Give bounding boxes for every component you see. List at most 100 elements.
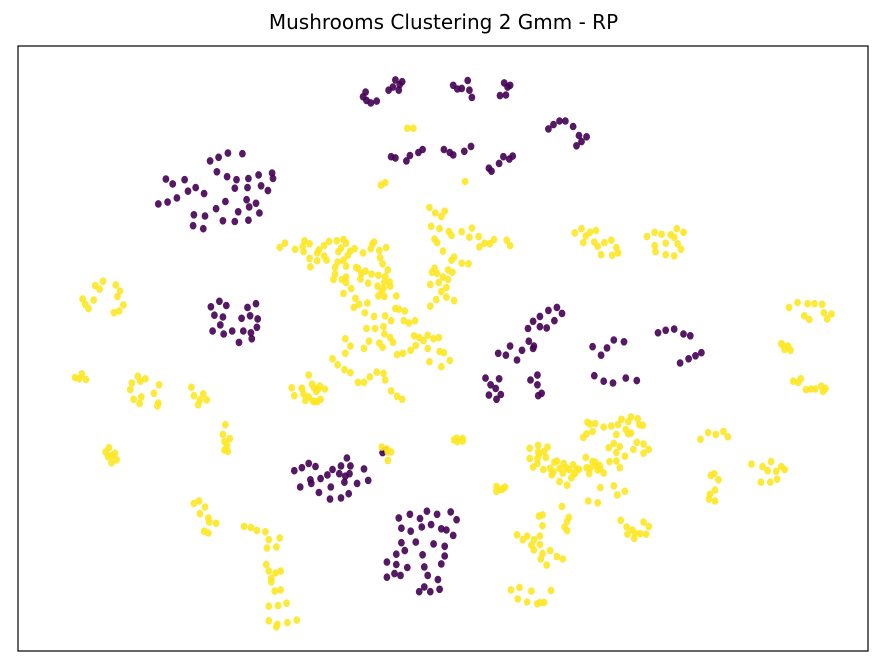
scatter-point-cluster-0 [468,93,476,102]
scatter-point-cluster-1 [436,224,443,233]
scatter-point-cluster-0 [239,327,247,335]
chart-title: Mushrooms Clustering 2 Gmm - RP [268,10,619,34]
scatter-point-cluster-1 [111,449,119,458]
scatter-point-cluster-1 [341,349,349,358]
scatter-point-cluster-1 [203,396,211,404]
scatter-point-cluster-1 [330,275,337,284]
scatter-point-cluster-1 [454,437,461,446]
scatter-point-cluster-0 [458,84,466,93]
scatter-point-cluster-0 [245,203,253,211]
scatter-point-cluster-0 [513,356,521,364]
scatter-point-cluster-1 [539,465,547,474]
scatter-point-cluster-1 [503,236,511,244]
scatter-point-cluster-0 [550,120,557,129]
scatter-point-cluster-1 [409,124,417,133]
scatter-point-cluster-0 [212,204,220,213]
scatter-point-cluster-0 [440,145,448,154]
scatter-point-cluster-1 [823,315,831,323]
scatter-point-cluster-1 [329,355,336,363]
scatter-point-cluster-1 [99,277,107,286]
scatter-point-cluster-0 [534,381,541,389]
scatter-point-cluster-0 [238,314,246,323]
scatter-point-cluster-0 [509,152,517,160]
scatter-point-cluster-1 [757,478,765,487]
scatter-point-cluster-1 [361,309,369,317]
scatter-point-cluster-1 [407,346,415,355]
scatter-point-cluster-1 [338,275,346,284]
scatter-point-cluster-0 [680,330,687,338]
scatter-point-cluster-1 [601,238,608,247]
scatter-point-cluster-1 [642,530,650,538]
scatter-point-cluster-1 [556,477,563,486]
scatter-point-cluster-1 [767,457,775,466]
scatter-point-cluster-1 [347,368,354,377]
scatter-point-cluster-1 [446,356,454,365]
scatter-point-cluster-0 [407,527,415,535]
scatter-point-cluster-1 [347,342,354,350]
scatter-point-cluster-0 [231,184,239,192]
scatter-point-cluster-1 [379,260,386,268]
scatter-point-cluster-1 [670,233,678,241]
scatter-point-cluster-1 [201,503,209,511]
scatter-point-cluster-1 [199,390,207,398]
scatter-point-cluster-1 [412,341,420,350]
scatter-point-cluster-0 [597,351,605,360]
scatter-point-cluster-1 [262,528,269,536]
scatter-point-cluster-0 [347,462,354,470]
scatter-point-cluster-1 [651,228,659,237]
scatter-point-cluster-1 [670,252,678,260]
scatter-point-cluster-1 [710,469,718,478]
scatter-point-cluster-1 [623,523,630,531]
scatter-point-cluster-1 [534,454,541,463]
scatter-point-cluster-0 [401,546,409,555]
scatter-point-cluster-1 [542,453,550,462]
scatter-point-cluster-1 [373,368,381,376]
scatter-point-cluster-0 [206,157,214,165]
scatter-point-cluster-1 [610,482,618,490]
scatter-point-cluster-1 [334,361,341,369]
scatter-point-cluster-1 [298,384,306,393]
scatter-point-cluster-1 [640,518,647,526]
scatter-point-cluster-0 [235,338,243,347]
scatter-point-cluster-1 [818,300,826,309]
scatter-point-cluster-1 [490,235,498,244]
scatter-point-cluster-0 [676,359,684,367]
scatter-point-cluster-0 [231,217,239,226]
scatter-point-cluster-0 [437,560,445,568]
scatter-point-cluster-0 [495,375,503,383]
scatter-point-cluster-0 [256,209,263,217]
scatter-point-cluster-1 [582,453,590,462]
scatter-point-cluster-1 [342,239,350,247]
scatter-point-cluster-1 [468,224,476,232]
scatter-point-cluster-1 [420,336,427,345]
scatter-point-cluster-1 [299,242,307,251]
scatter-point-cluster-1 [439,273,447,281]
scatter-point-cluster-1 [543,561,551,569]
scatter-point-cluster-0 [556,117,563,125]
scatter-point-cluster-0 [245,174,252,183]
scatter-point-cluster-0 [392,154,399,162]
scatter-point-cluster-1 [130,395,138,404]
scatter-point-cluster-1 [465,260,472,268]
scatter-point-cluster-1 [811,385,819,393]
scatter-point-cluster-0 [578,137,585,146]
scatter-point-cluster-0 [395,86,403,94]
scatter-point-cluster-0 [500,152,507,161]
scatter-point-cluster-1 [212,519,220,528]
scatter-point-cluster-1 [640,449,647,458]
scatter-point-cluster-1 [607,236,615,244]
scatter-point-cluster-0 [496,91,504,100]
scatter-point-cluster-0 [698,348,705,357]
scatter-point-cluster-0 [169,180,177,188]
scatter-point-cluster-0 [392,76,399,84]
scatter-point-cluster-1 [616,442,624,451]
scatter-point-cluster-1 [136,399,144,408]
scatter-point-cluster-0 [162,175,170,183]
scatter-point-cluster-1 [331,263,339,272]
scatter-point-cluster-1 [621,487,629,496]
scatter-point-cluster-0 [243,195,251,204]
scatter-point-cluster-0 [420,563,428,571]
scatter-point-cluster-1 [662,250,670,259]
scatter-point-cluster-1 [548,471,556,479]
scatter-point-cluster-0 [360,465,368,473]
